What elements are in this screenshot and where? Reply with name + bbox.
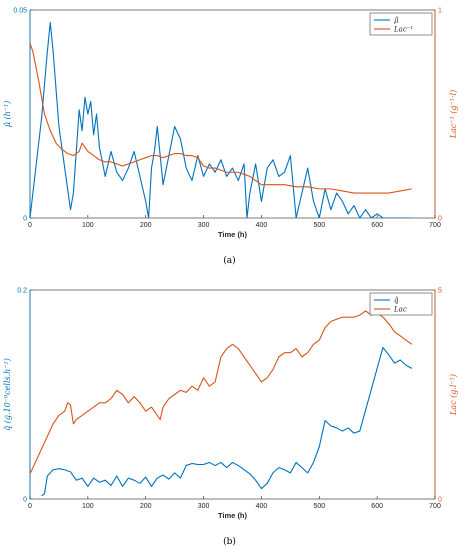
series-line-left — [41, 346, 413, 497]
y-right-tick-label: 5 — [438, 288, 442, 295]
series-line-right — [30, 43, 412, 194]
y-left-tick-label: 0.2 — [17, 288, 27, 295]
legend: μ̂Lac⁻¹ — [369, 12, 433, 36]
x-tick-label: 300 — [198, 503, 210, 510]
y-axis-label-left: q̂ (g.10⁻⁹cells.h⁻¹) — [3, 358, 12, 431]
y-right-tick-label: 0 — [438, 216, 442, 223]
series-line-right — [30, 310, 413, 475]
x-tick-label: 0 — [28, 503, 32, 510]
x-tick-label: 0 — [28, 222, 32, 229]
legend-entry: Lac⁻¹ — [393, 26, 413, 34]
plot-area — [29, 9, 436, 219]
x-tick-label: 400 — [256, 222, 268, 229]
x-tick-label: 500 — [313, 503, 325, 510]
y-left-tick-label: 0 — [23, 497, 27, 504]
legend-entry: Lac — [393, 306, 407, 314]
x-tick-label: 100 — [82, 222, 94, 229]
x-tick-label: 600 — [371, 222, 383, 229]
x-axis-label: Time (h) — [218, 511, 248, 520]
legend-entry: q̂ — [394, 296, 399, 305]
x-tick-label: 600 — [371, 503, 383, 510]
y-axis-label-right: Lac (g.l⁻¹) — [449, 374, 458, 416]
y-left-tick-label: 0 — [23, 216, 27, 223]
legend-entry: μ̂ — [394, 16, 399, 25]
y-right-tick-label: 1 — [438, 8, 442, 15]
panel-label: (b) — [223, 536, 236, 547]
x-tick-label: 400 — [256, 503, 268, 510]
x-tick-label: 700 — [429, 503, 441, 510]
x-tick-label: 200 — [140, 222, 152, 229]
x-tick-label: 200 — [140, 503, 152, 510]
series-line-left — [30, 21, 412, 218]
y-axis-label-left: μ̂ (h⁻¹) — [3, 101, 12, 128]
x-tick-label: 300 — [198, 222, 210, 229]
y-right-tick-label: 0 — [438, 497, 442, 504]
panel-label: (a) — [223, 255, 235, 266]
x-axis-label: Time (h) — [218, 230, 248, 239]
plot-area — [29, 289, 436, 500]
y-axis-label-right: Lac⁻¹ (g⁻¹·l) — [449, 90, 458, 139]
x-tick-label: 100 — [82, 503, 94, 510]
x-tick-label: 500 — [313, 222, 325, 229]
y-left-tick-label: 0.05 — [13, 8, 27, 15]
x-tick-label: 700 — [429, 222, 441, 229]
legend: q̂Lac — [369, 292, 433, 316]
